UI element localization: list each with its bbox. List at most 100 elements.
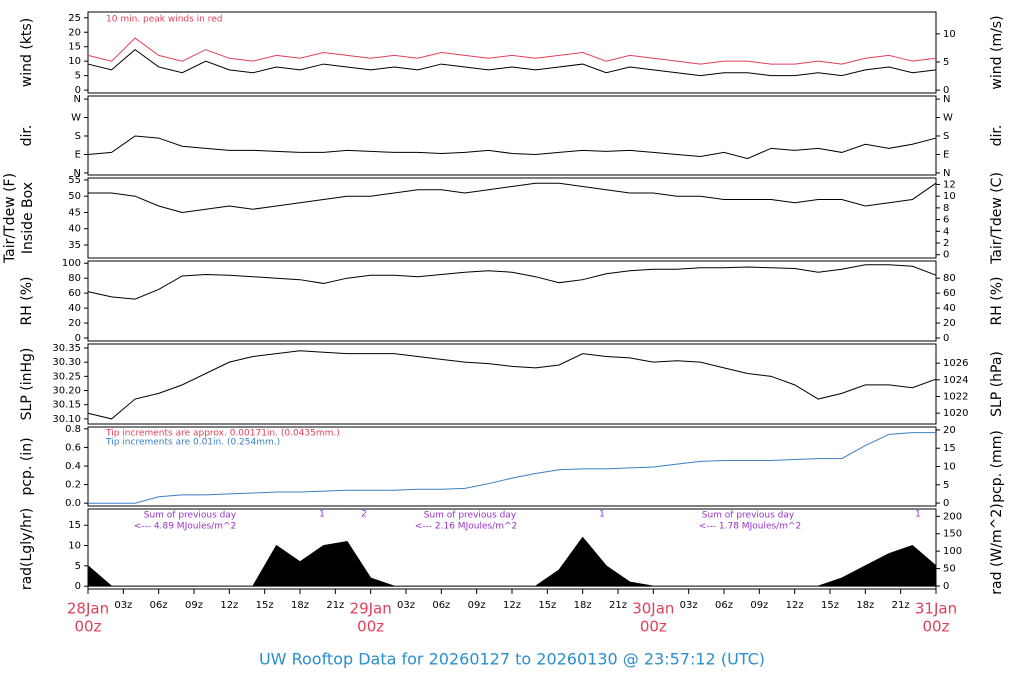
y2-axis-label: RH (%) (989, 277, 1005, 326)
y-tick-label: 30.25 (52, 371, 81, 382)
y2-tick-label: 50 (943, 564, 956, 575)
annotation: Tip increments are approx. 0.00171in. (0… (105, 429, 340, 439)
y-tick-label: 40 (68, 224, 81, 235)
x-tick-label: 03z (680, 600, 698, 611)
y2-tick-label: 0 (943, 333, 949, 344)
annotation: 1 (319, 510, 325, 520)
y-tick-label: 30.10 (52, 414, 81, 425)
x-tick-label: 12z (786, 600, 804, 611)
y2-tick-label: 8 (943, 203, 949, 214)
y2-tick-label: 1020 (943, 408, 968, 419)
y2-tick-label: 10 (943, 191, 956, 202)
y-tick-label: 5 (75, 561, 81, 572)
y-tick-label: 5 (75, 71, 81, 82)
y2-tick-label: 2 (943, 238, 949, 249)
y2-tick-label: 60 (943, 288, 956, 299)
x-tick-label: 09z (185, 600, 203, 611)
date-label: 31Jan (915, 600, 957, 618)
y-tick-label: 15 (68, 42, 81, 53)
x-tick-label: 12z (220, 600, 238, 611)
y-tick-label: 55 (68, 175, 81, 186)
x-tick-label: 03z (397, 600, 415, 611)
series-line (87, 264, 937, 300)
x-tick-label: 18z (574, 600, 592, 611)
y-tick-label: S (75, 131, 81, 142)
x-tick-label: 00z (357, 618, 384, 636)
y2-tick-label: 1022 (943, 392, 968, 403)
y2-tick-label: N (943, 94, 950, 105)
y-tick-label: 0.8 (65, 424, 81, 435)
series-line (87, 48, 937, 77)
annotation: <--- 2.16 MJoules/m^2 (415, 522, 517, 532)
date-label: 29Jan (350, 600, 392, 618)
annotation: 2 (361, 510, 367, 520)
y2-tick-label: 200 (943, 511, 962, 522)
x-tick-label: 09z (750, 600, 768, 611)
y2-tick-label: 1024 (943, 375, 968, 386)
y-tick-label: 0.6 (65, 442, 81, 453)
y2-axis-label: dir. (989, 125, 1005, 147)
panel-frame (87, 11, 937, 94)
date-label: 28Jan (67, 600, 109, 618)
y-tick-label: 0.4 (65, 461, 81, 472)
y-tick-label: 30.30 (52, 357, 81, 368)
y2-tick-label: 80 (943, 273, 956, 284)
annotation: Sum of previous day (702, 511, 795, 521)
x-tick-label: 00z (923, 618, 950, 636)
x-tick-label: 15z (538, 600, 556, 611)
y2-axis-label: rad (W/m^2) (989, 503, 1005, 594)
y-axis-label: Inside Box (20, 182, 36, 254)
y-tick-label: 0 (75, 85, 81, 96)
x-tick-label: 06z (150, 600, 168, 611)
y-tick-label: 60 (68, 288, 81, 299)
y-tick-label: 40 (68, 303, 81, 314)
series-line (87, 135, 937, 160)
x-tick-label: 18z (856, 600, 874, 611)
y2-tick-label: W (943, 113, 953, 124)
y-tick-label: 50 (68, 191, 81, 202)
x-tick-label: 03z (114, 600, 132, 611)
y-tick-label: 10 (68, 541, 81, 552)
y-tick-label: 0 (75, 581, 81, 592)
panel-frame (87, 177, 937, 259)
y-axis-label: Tair/Tdew (F) (2, 173, 18, 264)
series-line (88, 432, 936, 504)
footer-title: UW Rooftop Data for 20260127 to 20260130… (259, 650, 765, 669)
y-tick-label: 35 (68, 240, 81, 251)
y2-tick-label: 10 (943, 462, 956, 473)
y2-tick-label: 20 (943, 318, 956, 329)
y2-axis-label: SLP (hPa) (989, 351, 1005, 417)
date-label: 30Jan (632, 600, 674, 618)
annotation: 1 (599, 510, 605, 520)
y2-tick-label: 0 (943, 498, 949, 509)
y-tick-label: 30.15 (52, 400, 81, 411)
y2-tick-label: E (943, 149, 949, 160)
x-tick-label: 21z (326, 600, 344, 611)
y2-tick-label: S (943, 131, 949, 142)
y-tick-label: 25 (68, 13, 81, 24)
y-tick-label: 30.20 (52, 386, 81, 397)
x-tick-label: 12z (503, 600, 521, 611)
y2-tick-label: 1026 (943, 358, 968, 369)
y2-tick-label: 20 (943, 425, 956, 436)
annotation: 1 (915, 510, 921, 520)
panel-frame (87, 95, 937, 176)
y-tick-label: 15 (68, 520, 81, 531)
x-tick-label: 18z (291, 600, 309, 611)
y2-tick-label: 10 (943, 29, 956, 40)
y2-tick-label: N (943, 168, 950, 179)
x-tick-label: 06z (432, 600, 450, 611)
y2-tick-label: 4 (943, 226, 949, 237)
series-line (87, 37, 937, 65)
y-tick-label: 0 (75, 333, 81, 344)
y2-tick-label: 6 (943, 215, 949, 226)
series-line (87, 350, 937, 420)
panel-frame (87, 343, 937, 425)
y2-tick-label: 150 (943, 529, 962, 540)
annotation: <--- 4.89 MJoules/m^2 (134, 522, 236, 532)
y-axis-label: wind (kts) (19, 18, 35, 87)
y-axis-label: RH (%) (19, 277, 35, 326)
x-tick-label: 15z (256, 600, 274, 611)
y-axis-label: SLP (inHg) (19, 348, 35, 421)
